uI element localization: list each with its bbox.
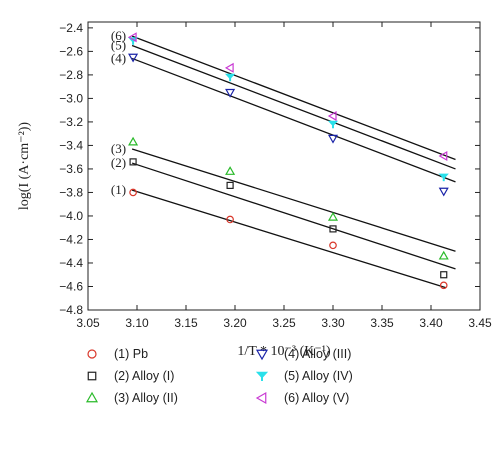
fit-line-series-4 (131, 57, 456, 183)
y-axis-title: log(I (A·cm⁻²)) (17, 122, 32, 211)
legend-marker-5-head (255, 371, 269, 379)
x-tick-label-3: 3.20 (223, 316, 247, 330)
point-series-6-1 (127, 32, 137, 43)
legend: (1) Pb (2) Alloy (I) (3) Alloy (II) (4) All… (85, 347, 353, 405)
point-series-1-3 (329, 241, 337, 250)
point-series-2-3 (329, 225, 337, 233)
legend-label-3: (3) Alloy (II) (114, 391, 178, 405)
fit-line-series-6 (131, 35, 456, 161)
legend-item-3: (3) Alloy (II) (85, 391, 178, 405)
legend-label-4: (4) Alloy (III) (284, 347, 351, 361)
series-annotations: (1) (2)(3) (4)(5)(6) (111, 28, 126, 197)
x-tick-label-4: 3.25 (272, 316, 296, 330)
point-series-2-4 (440, 271, 448, 279)
y-tick-label-5: −3.8 (59, 185, 83, 199)
point-series-6-3 (327, 111, 337, 122)
y-tick-label-10: −2.8 (59, 68, 83, 82)
y-tick-label-11: −2.6 (59, 44, 83, 58)
point-series-2-2 (226, 181, 234, 189)
y-tick-label-2: −4.4 (59, 256, 83, 270)
y-tick-label-8: −3.2 (59, 115, 83, 129)
y-tick-label-12: −2.4 (59, 21, 83, 35)
point-series-5-4 (438, 173, 449, 182)
legend-marker-4 (255, 349, 269, 361)
legend-label-1: (1) Pb (114, 347, 148, 361)
axes: 3.05 3.10 3.15 3.20 3.25 3.30 3.35 3.40 3.45 −4.8… (59, 21, 492, 330)
fit-lines (131, 35, 456, 289)
legend-marker-6 (255, 391, 267, 405)
legend-item-5: (5) Alloy (IV) (255, 369, 353, 383)
y-tick-label-6: −3.6 (59, 162, 83, 176)
point-series-4-3 (327, 134, 339, 144)
point-series-6-2 (224, 62, 234, 73)
x-tick-label-5: 3.30 (321, 316, 345, 330)
legend-item-6: (6) Alloy (V) (255, 391, 349, 405)
point-series-1-1 (129, 188, 137, 197)
point-series-3-2 (225, 166, 236, 175)
fit-line-series-2 (131, 162, 456, 270)
point-series-3-1 (128, 136, 139, 146)
point-series-3-4 (438, 250, 449, 260)
x-tick-label-6: 3.35 (370, 316, 394, 330)
point-series-5-4-head (438, 173, 449, 180)
fit-line-series-3 (131, 148, 456, 252)
data-markers (127, 32, 449, 290)
legend-marker-1 (87, 349, 97, 359)
x-axis-title: 1/T * 10⁻³ (K⁻¹) (237, 344, 331, 359)
x-tick-label-8: 3.45 (468, 316, 492, 330)
y-tick-label-4: −4.0 (59, 209, 83, 223)
series-label-3: (3) (111, 141, 126, 156)
legend-marker-5 (255, 371, 269, 381)
x-tick-label-1: 3.10 (125, 316, 149, 330)
series-label-5: (5) (111, 38, 126, 53)
x-tick-label-0: 3.05 (76, 316, 100, 330)
legend-marker-3 (85, 391, 99, 403)
plot-frame (87, 21, 481, 311)
y-tick-label-9: −3.0 (59, 91, 83, 105)
x-tick-label-7: 3.40 (419, 316, 443, 330)
point-series-1-4 (439, 281, 448, 290)
point-series-1-2 (226, 215, 234, 224)
point-series-4-4 (438, 187, 449, 197)
y-tick-label-3: −4.2 (59, 232, 83, 246)
legend-item-4: (4) Alloy (III) (255, 347, 351, 361)
point-series-3-3 (327, 211, 339, 221)
point-series-2-1 (129, 158, 137, 166)
legend-item-1: (1) Pb (87, 347, 148, 361)
y-tick-label-7: −3.4 (59, 138, 83, 152)
legend-label-6: (6) Alloy (V) (284, 391, 349, 405)
point-series-4-1 (128, 53, 139, 63)
point-series-5-3 (327, 120, 339, 129)
fit-line-series-1 (131, 189, 446, 289)
series-label-6: (6) (111, 28, 126, 43)
fit-line-series-5 (131, 44, 456, 170)
point-series-6-4 (438, 150, 448, 162)
legend-item-2: (2) Alloy (I) (87, 369, 174, 383)
point-series-5-2 (224, 73, 236, 82)
point-series-5-2-head (224, 73, 236, 80)
legend-label-2: (2) Alloy (I) (114, 369, 174, 383)
x-tick-label-2: 3.15 (174, 316, 198, 330)
series-label-2: (2) (111, 155, 126, 170)
series-label-4: (4) (111, 50, 126, 65)
y-tick-label-1: −4.6 (59, 279, 83, 293)
series-label-1: (1) (111, 182, 126, 197)
point-series-4-2 (225, 88, 236, 98)
point-series-5-3-head (327, 120, 339, 127)
legend-marker-2 (87, 371, 97, 381)
y-tick-label-0: −4.8 (59, 303, 83, 317)
legend-label-5: (5) Alloy (IV) (284, 369, 353, 383)
